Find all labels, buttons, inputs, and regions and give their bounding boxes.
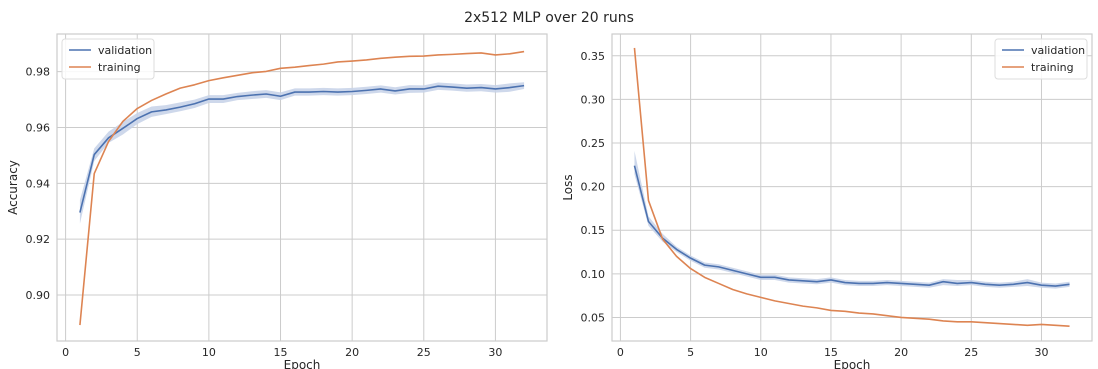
loss-ytick-label: 0.35 bbox=[581, 50, 606, 63]
loss-xtick-label: 30 bbox=[1034, 346, 1048, 359]
accuracy-ytick-label: 0.96 bbox=[26, 121, 51, 134]
loss-xaxis-label: Epoch bbox=[834, 358, 871, 369]
loss-validation-confidence-band bbox=[634, 150, 1070, 289]
accuracy-yaxis-label: Accuracy bbox=[6, 160, 20, 215]
accuracy-xtick-label: 20 bbox=[345, 346, 359, 359]
accuracy-legend-label-training: training bbox=[98, 61, 141, 74]
loss-plot-frame bbox=[611, 33, 1093, 342]
accuracy-xtick-label: 0 bbox=[62, 346, 69, 359]
figure-title: 2x512 MLP over 20 runs bbox=[464, 10, 634, 26]
accuracy-ytick-label: 0.98 bbox=[26, 66, 51, 79]
loss-xtick-label: 15 bbox=[824, 346, 838, 359]
loss-legend: validation training bbox=[994, 38, 1088, 80]
loss-ytick-label: 0.25 bbox=[581, 137, 606, 150]
accuracy-legend-box bbox=[61, 38, 155, 80]
loss-legend-box bbox=[994, 38, 1088, 80]
accuracy-training-line bbox=[79, 50, 525, 326]
accuracy-plot-frame bbox=[56, 33, 548, 342]
loss-ytick-label: 0.30 bbox=[581, 93, 606, 106]
loss-validation-line bbox=[633, 165, 1070, 287]
loss-yaxis-label: Loss bbox=[561, 174, 575, 200]
loss-ytick-label: 0.10 bbox=[581, 268, 606, 281]
loss-legend-label-training: training bbox=[1031, 61, 1074, 74]
loss-xtick-label: 0 bbox=[617, 346, 624, 359]
accuracy-ytick-label: 0.90 bbox=[26, 289, 51, 302]
accuracy-xtick-label: 10 bbox=[202, 346, 216, 359]
accuracy-legend: validation training bbox=[61, 38, 155, 80]
loss-ytick-label: 0.05 bbox=[581, 311, 606, 324]
accuracy-legend-label-validation: validation bbox=[98, 44, 152, 57]
loss-xtick-label: 25 bbox=[964, 346, 978, 359]
loss-xtick-label: 20 bbox=[894, 346, 908, 359]
loss-legend-label-validation: validation bbox=[1031, 44, 1085, 57]
loss-ytick-label: 0.20 bbox=[581, 181, 606, 194]
accuracy-chart: 0 5 10 15 20 25 30 0.90 0.92 0.94 0.96 0.98 Epoch Acc… bbox=[6, 33, 548, 369]
loss-training-line bbox=[633, 47, 1070, 327]
accuracy-ytick-label: 0.94 bbox=[26, 177, 51, 190]
accuracy-xtick-label: 15 bbox=[274, 346, 288, 359]
loss-xtick-label: 10 bbox=[754, 346, 768, 359]
loss-xtick-label: 5 bbox=[687, 346, 694, 359]
accuracy-ytick-label: 0.92 bbox=[26, 233, 51, 246]
accuracy-xtick-label: 25 bbox=[417, 346, 431, 359]
accuracy-xaxis-label: Epoch bbox=[284, 358, 321, 369]
accuracy-xtick-label: 30 bbox=[488, 346, 502, 359]
accuracy-validation-line bbox=[79, 84, 525, 213]
loss-ytick-label: 0.15 bbox=[581, 224, 606, 237]
loss-chart: 0 5 10 15 20 25 30 0.05 0.10 0.15 0.20 0.25 0.30 0.35… bbox=[561, 33, 1093, 369]
accuracy-xtick-label: 5 bbox=[134, 346, 141, 359]
